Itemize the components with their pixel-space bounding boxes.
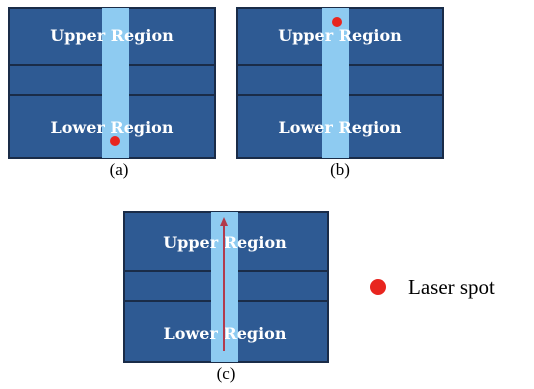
panel-b-lower-region-label: Lower Region <box>279 118 402 137</box>
panel-c-lower-region-label: Lower Region <box>164 324 287 343</box>
panel-c-upper-region-label: Upper Region <box>163 233 287 252</box>
panel-a-upper-region-label: Upper Region <box>50 26 174 45</box>
panel-c-diagram: Upper Region Lower Region <box>123 211 329 363</box>
legend-label: Laser spot <box>408 274 495 299</box>
panel-a-lower-region-label: Lower Region <box>51 118 174 137</box>
legend: Laser spot <box>370 272 495 302</box>
panel-b-center-strip <box>322 8 349 158</box>
panel-a-caption: (a) <box>109 160 129 179</box>
panel-b: Upper Region Lower Region <box>236 7 444 159</box>
panel-a: Upper Region Lower Region <box>8 7 216 159</box>
panel-b-laser-spot <box>332 17 342 27</box>
panel-c-caption: (c) <box>216 364 236 383</box>
panel-c-scan-arrow-icon <box>220 217 228 351</box>
panel-a-laser-spot <box>110 136 120 146</box>
panel-a-center-strip <box>102 8 129 158</box>
panel-b-diagram: Upper Region Lower Region <box>236 7 444 159</box>
laser-spot-dot-icon <box>370 279 386 295</box>
panel-b-caption: (b) <box>330 160 350 179</box>
panel-b-upper-region-label: Upper Region <box>278 26 402 45</box>
panel-a-diagram: Upper Region Lower Region <box>8 7 216 159</box>
panel-c: Upper Region Lower Region <box>123 211 329 363</box>
